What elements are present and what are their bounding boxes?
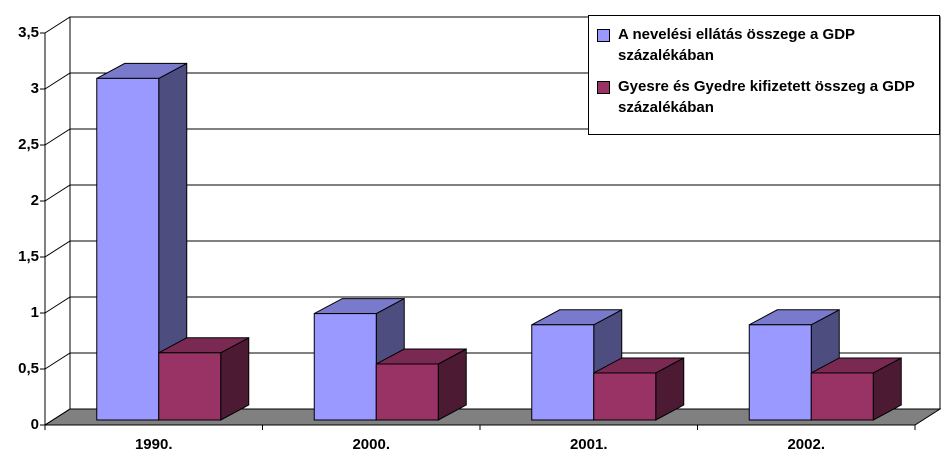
legend-label: Gyesre és Gyedre kifizetett összeg a GDP… — [618, 78, 915, 116]
bar — [375, 348, 467, 421]
bar — [593, 357, 685, 421]
legend: A nevelési ellátás összege a GDP százalé… — [588, 15, 940, 135]
y-tick-label: 0,5 — [18, 360, 39, 377]
bar-front — [375, 363, 439, 421]
y-tick-label: 3 — [31, 80, 39, 97]
x-tick-label: 1990. — [135, 436, 173, 453]
x-tick-label: 2001. — [570, 436, 608, 453]
legend-swatch — [597, 81, 610, 94]
bar — [158, 336, 250, 421]
y-tick-label: 1 — [31, 304, 39, 321]
bar-front — [593, 372, 657, 421]
y-tick-label: 0 — [31, 416, 39, 433]
bar-front — [810, 372, 874, 421]
legend-item: Gyesre és Gyedre kifizetett összeg a GDP… — [597, 76, 933, 118]
legend-item: A nevelési ellátás összege a GDP százalé… — [597, 24, 933, 66]
bar-front — [96, 77, 160, 421]
y-tick-label: 1,5 — [18, 248, 39, 265]
bar-front — [158, 352, 222, 421]
legend-label: A nevelési ellátás összege a GDP százalé… — [618, 26, 855, 64]
bar-front — [313, 313, 377, 421]
x-tick-label: 2002. — [787, 436, 825, 453]
bar — [810, 357, 902, 421]
bar-front — [531, 324, 595, 421]
grid-line — [44, 240, 940, 258]
grid-line — [44, 296, 940, 314]
x-tick-label: 2000. — [352, 436, 390, 453]
y-tick-label: 2,5 — [18, 136, 39, 153]
grid-line — [44, 184, 940, 202]
y-tick-label: 3,5 — [18, 24, 39, 41]
bar — [96, 62, 188, 421]
grid-line — [44, 352, 940, 370]
legend-swatch — [597, 29, 610, 42]
bar-front — [748, 324, 812, 421]
y-tick-label: 2 — [31, 192, 39, 209]
